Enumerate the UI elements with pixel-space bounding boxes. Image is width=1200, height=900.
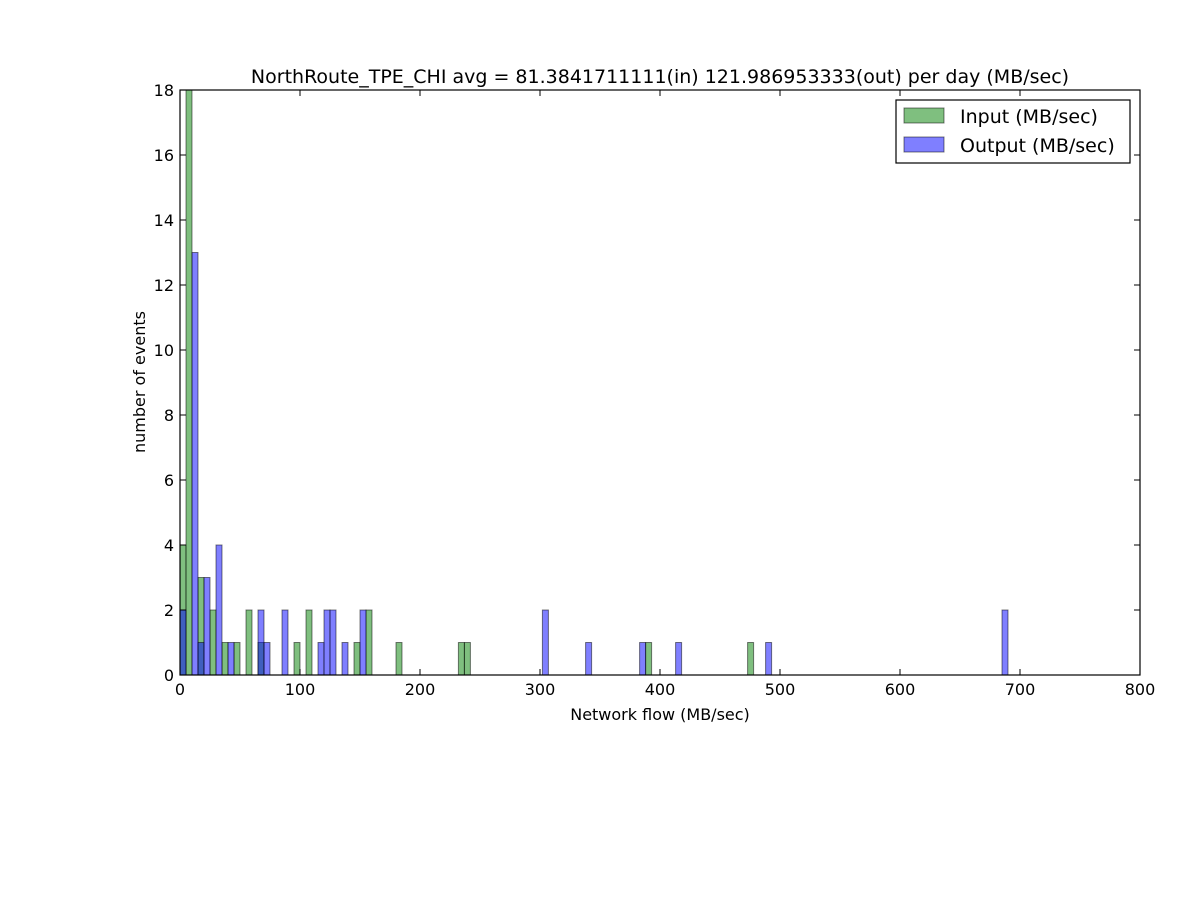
bar-output-4 [215,544,223,676]
bar-input-11 [365,609,373,676]
bar-input-16 [747,642,755,676]
bar-output-19 [1001,609,1009,676]
bar-output-10 [323,609,331,676]
y-tick-label: 12 [154,276,174,295]
bar-input-4 [221,642,229,676]
bar-input-12 [395,642,403,676]
x-tick-label: 800 [1125,680,1156,699]
bar-input-15 [645,642,653,676]
x-tick-label: 300 [525,680,556,699]
bar-input-6 [245,609,253,676]
bar-output-7 [263,642,271,676]
bar-output-18 [765,642,773,676]
bar-output-0 [179,609,187,676]
y-axis-label: number of events [130,311,149,453]
x-tick-label: 600 [885,680,916,699]
ticks-group: 0 100 200 300 400 500 600 700 800 0 2 4 6 8 10 12 14 16 18 [154,81,1156,699]
chart-title: NorthRoute_TPE_CHI avg = 81.3841711111(i… [251,66,1069,88]
bar-input-10 [353,642,361,676]
x-tick-label: 700 [1005,680,1036,699]
bar-output-1 [191,252,199,676]
bar-output-9 [317,642,325,676]
x-tick-label: 100 [285,680,316,699]
bar-input-3 [209,609,217,676]
bar-output-2 [197,642,205,676]
legend: Input (MB/sec) Output (MB/sec) [895,99,1131,164]
x-tick-label: 400 [645,680,676,699]
bar-output-8 [281,609,289,676]
legend-label-output: Output (MB/sec) [960,135,1115,157]
bar-output-12 [341,642,349,676]
bar-input-8 [293,642,301,676]
bar-input-5 [233,642,241,676]
y-tick-label: 10 [154,341,174,360]
x-axis-label: Network flow (MB/sec) [570,705,750,724]
legend-label-input: Input (MB/sec) [960,106,1098,128]
legend-swatch-input [903,107,945,124]
bar-output-11 [329,609,337,676]
bar-input-14 [463,642,471,676]
y-tick-label: 2 [164,601,174,620]
y-tick-label: 14 [154,211,174,230]
bar-output-15 [585,642,593,676]
legend-swatch-output [903,136,945,153]
y-tick-label: 6 [164,471,174,490]
bar-output-14 [541,609,549,676]
bar-input-9 [305,609,313,676]
bar-output-13 [359,609,367,676]
bar-output-5 [227,642,235,676]
y-tick-label: 0 [164,666,174,685]
x-tick-label: 0 [175,680,185,699]
bar-input-1 [185,89,193,676]
bar-output-16 [639,642,647,676]
bar-output-3 [203,577,211,676]
bar-input-13 [457,642,465,676]
x-tick-label: 200 [405,680,436,699]
y-tick-label: 8 [164,406,174,425]
x-tick-label: 500 [765,680,796,699]
y-tick-label: 18 [154,81,174,100]
bar-output-17 [675,642,683,676]
y-tick-label: 16 [154,146,174,165]
bar-output-6 [257,609,265,676]
y-tick-label: 4 [164,536,174,555]
